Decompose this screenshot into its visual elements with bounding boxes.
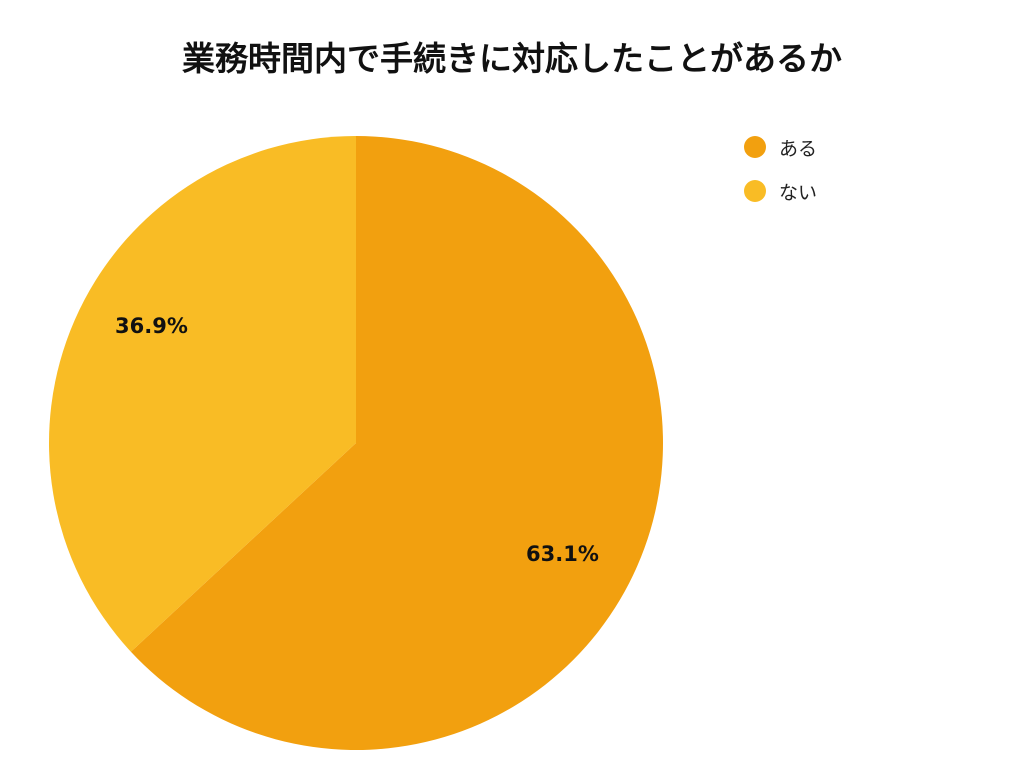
- legend-label: ある: [779, 137, 818, 160]
- slice-label-nai: 36.9%: [115, 314, 188, 338]
- legend-item-nai[interactable]: ない: [744, 180, 818, 204]
- legend-swatch-icon: [744, 136, 766, 158]
- slice-label-aru: 63.1%: [526, 542, 599, 566]
- legend-item-aru[interactable]: ある: [744, 136, 818, 160]
- legend-swatch-icon: [744, 180, 766, 202]
- pie-slice-aru[interactable]: [130, 136, 663, 750]
- pie-slice-nai[interactable]: [48, 136, 356, 652]
- legend-label: ない: [779, 181, 818, 204]
- chart-title: 業務時間内で手続きに対応したことがあるか: [182, 39, 842, 78]
- legend: ある ない: [744, 136, 817, 224]
